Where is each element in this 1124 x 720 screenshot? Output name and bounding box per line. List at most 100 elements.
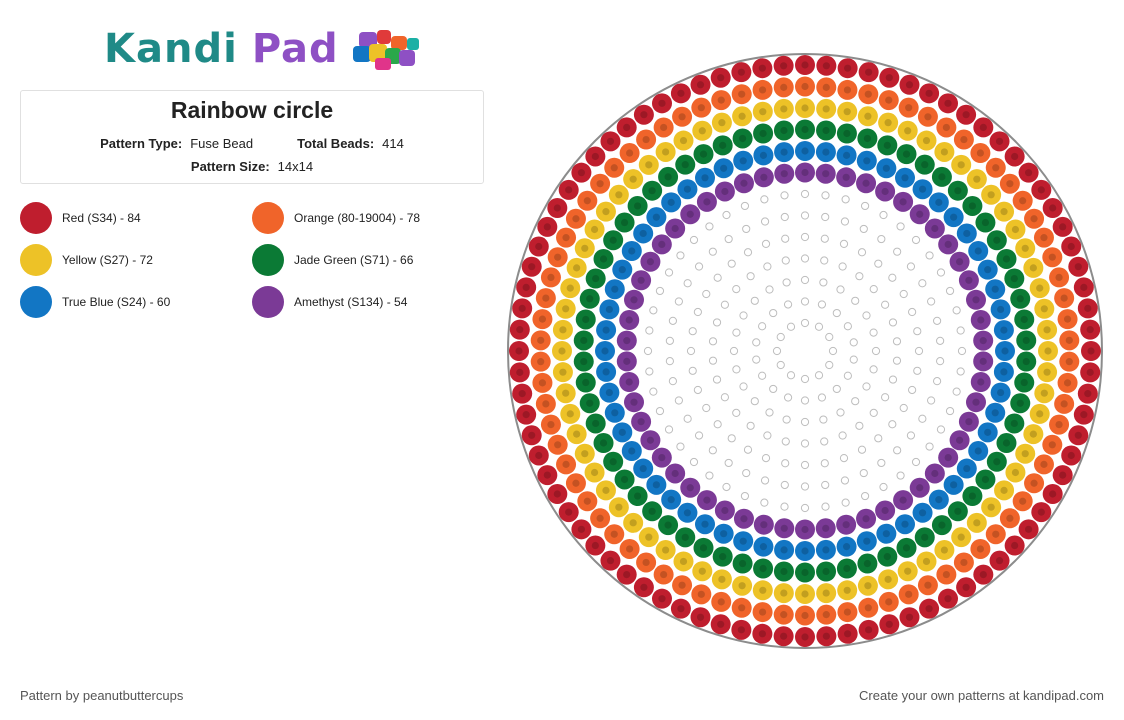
- bead: [711, 569, 732, 590]
- empty-peg: [763, 262, 772, 271]
- bead: [608, 184, 629, 205]
- empty-peg: [819, 415, 828, 424]
- empty-peg: [825, 332, 834, 342]
- bead: [914, 154, 935, 175]
- bead: [623, 169, 644, 190]
- bead: [712, 546, 733, 567]
- bead: [509, 362, 530, 383]
- empty-peg: [871, 346, 881, 356]
- empty-peg: [913, 366, 922, 375]
- empty-peg: [740, 201, 750, 211]
- bead: [934, 540, 955, 561]
- bead: [711, 90, 732, 111]
- pattern-type-label: Pattern Type:: [100, 136, 183, 151]
- bead: [924, 463, 945, 484]
- empty-peg: [780, 502, 789, 511]
- bead: [733, 531, 754, 552]
- bead: [1037, 319, 1058, 340]
- kandipad-promo-link[interactable]: Create your own patterns at kandipad.com: [859, 688, 1104, 703]
- bead: [879, 67, 900, 88]
- bead: [968, 241, 989, 261]
- bead: [893, 490, 914, 511]
- empty-peg: [776, 360, 785, 370]
- bead: [1054, 288, 1075, 309]
- empty-peg: [732, 328, 741, 337]
- bead: [521, 425, 542, 446]
- bead: [565, 473, 586, 494]
- bead: [795, 627, 815, 647]
- kandipad-logo[interactable]: Kandi Pad: [104, 24, 425, 74]
- bead: [608, 497, 629, 518]
- empty-peg: [781, 459, 790, 468]
- empty-peg: [781, 256, 790, 265]
- bead: [752, 79, 773, 100]
- empty-peg: [720, 393, 729, 402]
- logo-text-kandi: Kandi: [104, 26, 238, 72]
- bead: [815, 518, 836, 539]
- bead: [875, 500, 896, 521]
- bead: [1015, 238, 1036, 259]
- bead: [752, 101, 773, 122]
- bead: [898, 584, 919, 605]
- bead: [949, 251, 970, 272]
- bead: [555, 383, 576, 404]
- empty-peg: [783, 300, 793, 309]
- bead: [931, 166, 952, 187]
- bead: [566, 424, 587, 445]
- empty-peg: [881, 393, 890, 402]
- bead: [558, 179, 579, 200]
- bead: [877, 135, 898, 156]
- color-swatch: [252, 286, 284, 318]
- bead: [633, 577, 654, 598]
- bead: [753, 536, 774, 557]
- empty-peg: [896, 222, 905, 231]
- pattern-credit[interactable]: Pattern by peanutbuttercups: [20, 688, 184, 703]
- bead: [579, 288, 600, 309]
- empty-peg: [925, 442, 934, 451]
- empty-peg: [664, 425, 674, 434]
- color-swatch: [20, 286, 52, 318]
- bead: [1024, 208, 1045, 229]
- empty-peg: [862, 382, 871, 391]
- bead: [958, 270, 979, 291]
- bead: [752, 602, 773, 623]
- bead: [990, 382, 1011, 403]
- bead: [1057, 372, 1078, 393]
- bead: [638, 154, 659, 175]
- empty-peg: [752, 355, 761, 364]
- bead: [624, 392, 644, 413]
- empty-peg: [800, 275, 810, 285]
- bead: [532, 309, 553, 330]
- empty-peg: [836, 285, 845, 294]
- empty-peg: [821, 212, 830, 222]
- empty-peg: [839, 454, 849, 463]
- empty-peg: [800, 439, 810, 448]
- bead: [975, 469, 996, 490]
- empty-peg: [800, 374, 810, 384]
- bead: [975, 212, 996, 233]
- bead: [675, 527, 696, 548]
- bead: [600, 131, 621, 152]
- bead: [816, 604, 837, 625]
- empty-peg: [936, 268, 946, 277]
- bead: [773, 98, 794, 119]
- bead: [691, 584, 712, 605]
- empty-peg: [645, 326, 654, 335]
- empty-peg: [838, 431, 847, 440]
- pattern-title: Rainbow circle: [170, 97, 334, 123]
- bead: [1073, 277, 1094, 298]
- bead: [956, 458, 977, 479]
- bead: [878, 591, 899, 612]
- bead: [627, 486, 648, 507]
- color-swatch: [252, 244, 284, 276]
- legend-item-true-blue: True Blue (S24) - 60: [20, 286, 170, 318]
- empty-peg: [819, 278, 828, 287]
- bead: [1029, 278, 1050, 299]
- bead: [816, 98, 837, 119]
- bead: [616, 351, 637, 372]
- legend-item-red: Red (S34) - 84: [20, 202, 141, 234]
- empty-peg: [862, 311, 871, 320]
- empty-peg: [712, 318, 722, 327]
- empty-peg: [828, 346, 838, 356]
- color-swatch: [252, 202, 284, 234]
